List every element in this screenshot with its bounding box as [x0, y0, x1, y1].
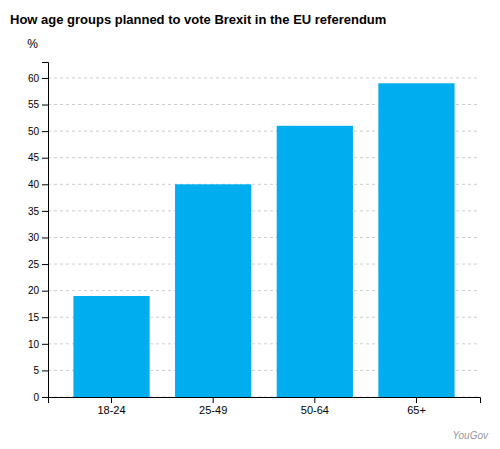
tick-mark	[416, 397, 417, 403]
x-tick-label: 25-49	[199, 404, 227, 416]
tick-mark	[42, 78, 48, 79]
y-tick: 20	[28, 285, 48, 296]
y-tick: 25	[28, 259, 48, 270]
tick-mark	[42, 344, 48, 345]
y-tick: 60	[28, 73, 48, 84]
tick-mark	[42, 291, 48, 292]
y-tick-label: 55	[28, 99, 40, 110]
tick-mark	[42, 211, 48, 212]
axis-line	[49, 398, 481, 404]
grid	[48, 78, 480, 397]
y-tick-label: 5	[33, 365, 39, 376]
tick-mark	[42, 397, 48, 398]
y-tick: 5	[33, 365, 48, 376]
y-tick-label: 50	[28, 126, 40, 137]
y-tick-label: 10	[28, 339, 40, 350]
bars	[73, 83, 454, 397]
x-tick: 50-64	[301, 397, 329, 416]
tick-mark	[42, 158, 48, 159]
y-tick: 50	[28, 126, 48, 137]
tick-mark	[42, 105, 48, 106]
plot: 0 5 10 15 20 25 30 35 40 45 50 55 60 18-24 25-49 50-64 6…	[27, 37, 480, 416]
bar	[277, 126, 353, 397]
x-tick: 65+	[407, 397, 426, 416]
y-tick-label: 60	[28, 73, 40, 84]
y-tick: 40	[28, 179, 48, 190]
tick-mark	[42, 370, 48, 371]
tick-mark	[213, 397, 214, 403]
x-tick: 18-24	[97, 397, 125, 416]
y-tick-label: 15	[28, 312, 40, 323]
tick-mark	[42, 317, 48, 318]
chart: How age groups planned to vote Brexit in…	[0, 0, 500, 449]
title: How age groups planned to vote Brexit in…	[10, 12, 386, 27]
x-axis: 18-24 25-49 50-64 65+	[49, 397, 481, 416]
tick-mark	[42, 184, 48, 185]
bar	[175, 184, 251, 397]
y-tick-label: 40	[28, 179, 40, 190]
axis-line	[42, 63, 49, 398]
y-tick-label: 30	[28, 232, 40, 243]
tick-mark	[314, 397, 315, 403]
bar	[73, 296, 149, 397]
y-tick: 30	[28, 232, 48, 243]
grid-line	[48, 77, 480, 78]
y-tick: 45	[28, 152, 48, 163]
y-tick-label: 25	[28, 259, 40, 270]
y-tick: 0	[33, 392, 48, 403]
y-tick-label: 45	[28, 152, 40, 163]
x-tick-label: 18-24	[97, 404, 125, 416]
tick-mark	[42, 131, 48, 132]
x-tick-label: 65+	[407, 404, 426, 416]
y-tick: 35	[28, 206, 48, 217]
tick-mark	[42, 237, 48, 238]
x-tick-label: 50-64	[301, 404, 329, 416]
y-tick: 15	[28, 312, 48, 323]
y-tick: 55	[28, 99, 48, 110]
y-tick-label: 0	[33, 392, 39, 403]
y-axis-label: %	[27, 37, 38, 51]
tick-mark	[111, 397, 112, 403]
y-tick-label: 20	[28, 285, 40, 296]
x-tick: 25-49	[199, 397, 227, 416]
y-axis: 0 5 10 15 20 25 30 35 40 45 50 55 60	[28, 63, 49, 403]
y-tick: 10	[28, 339, 48, 350]
tick-mark	[42, 264, 48, 265]
annotation: YouGov	[452, 430, 489, 441]
bar	[378, 83, 454, 397]
y-tick-label: 35	[28, 206, 40, 217]
